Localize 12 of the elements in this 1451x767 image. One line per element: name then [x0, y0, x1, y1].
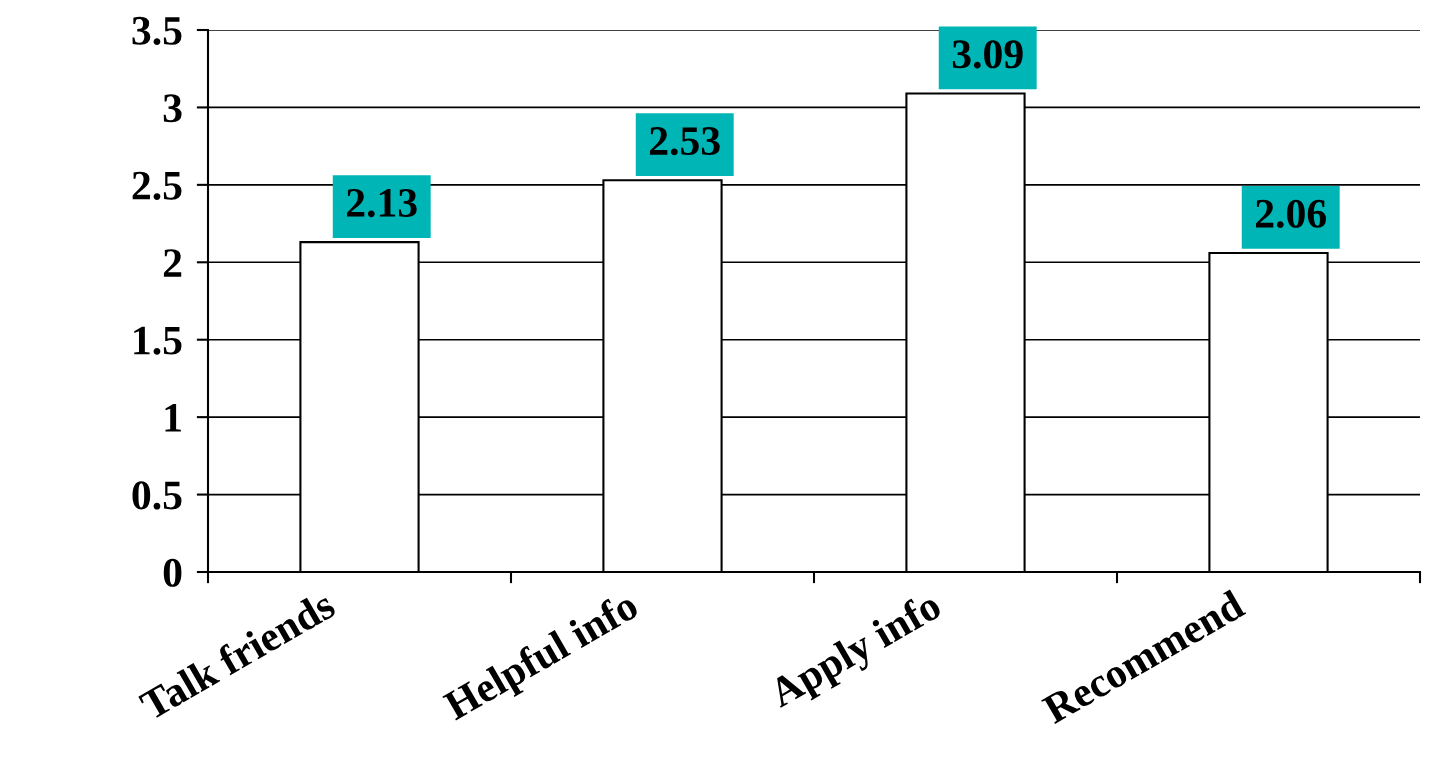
data-label: 2.13 — [347, 189, 417, 218]
y-tick-label: 2 — [163, 249, 182, 277]
y-tick-label: 1.5 — [134, 326, 182, 355]
y-tick-label: 3 — [163, 94, 182, 123]
y-tick-label: 0.5 — [132, 481, 182, 510]
y-tick-label: 0 — [163, 558, 182, 587]
data-label: 3.09 — [952, 40, 1023, 69]
y-tick-label: 2.5 — [132, 171, 182, 200]
data-label: 2.53 — [650, 127, 720, 156]
y-tick-label: 1 — [165, 404, 181, 432]
y-tick-label: 3.5 — [132, 16, 182, 46]
data-label: 2.06 — [1256, 199, 1326, 229]
